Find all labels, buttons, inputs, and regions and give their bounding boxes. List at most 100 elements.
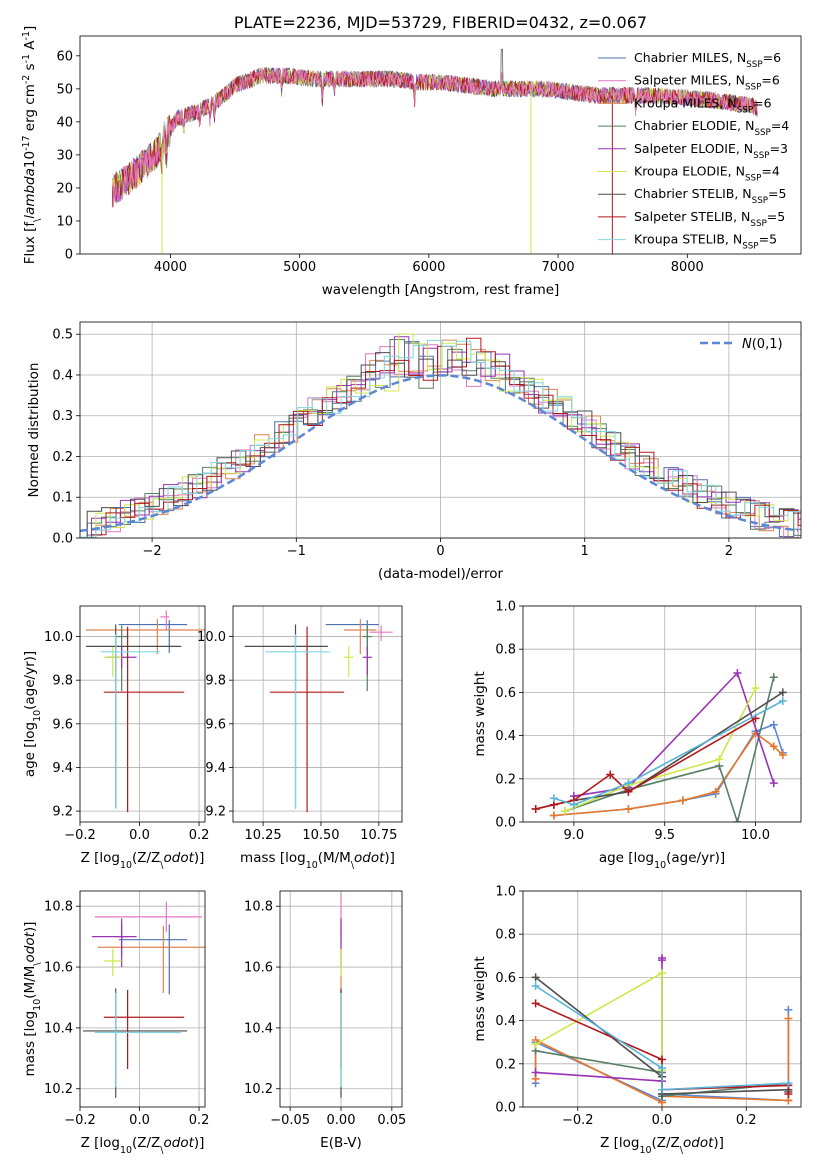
y-tick-label: 0.4: [495, 1014, 516, 1029]
plot-frame: [279, 890, 403, 1108]
histograms: [80, 333, 801, 538]
chart-weight-vs-age: 9.0 9.5 10.0 0.0 0.2 0.4 0.6 0.8 1.0 age [log10(a…: [472, 600, 802, 871]
weight-marker: [658, 956, 666, 965]
legend-label: Kroupa MILES, NSSP=6: [634, 95, 772, 115]
x-tick-label: 10.25: [244, 828, 281, 843]
x-tick-label: −0.2: [562, 1113, 594, 1128]
weight-marker: [778, 697, 787, 706]
y-tick-label: 10.8: [244, 900, 273, 915]
weight-marker: [531, 999, 540, 1008]
y-tick-label: 0.3: [52, 409, 73, 424]
x-tick-label: 4000: [154, 260, 187, 275]
plot-frame: [79, 890, 206, 1108]
x-tick-label: 5000: [283, 260, 316, 275]
spectrum-lines: [111, 48, 758, 254]
chart-age-vs-Z: −0.2 0.0 0.2 9.2 9.4 9.6 9.8 10.0 Z [log10(Z/Z\o…: [22, 605, 209, 871]
weight-marker: [624, 779, 633, 788]
weight-lines: [531, 953, 793, 1107]
y-tick-label: 30: [56, 148, 73, 163]
y-tick-label: 9.8: [52, 674, 73, 689]
weight-marker: [624, 805, 633, 814]
axes: −0.2 0.0 0.2 10.2 10.4 10.6 10.8 Z [log10(Z/Z\o…: [22, 900, 209, 1156]
weight-marker: [569, 800, 578, 809]
weight-marker: [769, 720, 778, 729]
x-axis-label: mass [log10(M/M\odot)]: [240, 850, 395, 871]
weight-marker: [711, 787, 720, 796]
weight-line: [564, 687, 757, 812]
weight-line: [553, 700, 784, 806]
x-tick-label: 1: [581, 544, 589, 559]
x-axis-label: Z [log10(Z/Z\odot)]: [600, 1135, 724, 1156]
y-tick-label: 0: [65, 248, 73, 263]
y-tick-label: 9.8: [205, 674, 226, 689]
chart-weight-vs-Z: −0.2 0.0 0.2 0.0 0.2 0.4 0.6 0.8 1.0 Z [log10(Z/Z…: [472, 885, 802, 1156]
axes: −0.2 0.0 0.2 0.0 0.2 0.4 0.6 0.8 1.0 Z [log10(Z/Z…: [472, 885, 757, 1156]
histogram-kroupa-stelib: [81, 339, 801, 538]
plot-frame: [79, 605, 206, 823]
y-tick-label: 9.6: [52, 717, 73, 732]
y-tick-label: 0.2: [495, 1057, 516, 1072]
weight-line: [564, 677, 775, 822]
y-axis-label: mass weight: [472, 956, 488, 1041]
y-tick-label: 0.2: [52, 450, 73, 465]
plot-frame: [232, 605, 403, 823]
x-tick-label: 8000: [671, 260, 704, 275]
y-tick-label: 0.8: [495, 928, 516, 943]
x-tick-label: 2: [725, 544, 733, 559]
legend-label: Salpeter MILES, NSSP=6: [634, 73, 780, 93]
grid-lines: [233, 606, 402, 822]
x-tick-label: 0.2: [189, 1113, 210, 1128]
weight-line: [573, 672, 775, 797]
y-tick-label: 60: [56, 49, 73, 64]
legend-label: Salpeter ELODIE, NSSP=3: [634, 141, 788, 161]
weight-marker: [658, 969, 666, 978]
spectrum-series-salpeter-miles: [111, 67, 758, 208]
y-tick-label: 50: [56, 82, 73, 97]
weight-marker: [784, 1005, 793, 1014]
x-axis-label: Z [log10(Z/Z\odot)]: [81, 1135, 205, 1156]
y-tick-label: 0.0: [495, 816, 516, 831]
y-axis-label: age [log10(age/yr)]: [22, 651, 43, 777]
x-tick-label: −2: [143, 544, 162, 559]
axes: −2 −1 0 1 2 0.0 0.1 0.2 0.3 0.4 0.5 (data-model)/er…: [26, 328, 733, 582]
chart-title: PLATE=2236, MJD=53729, FIBERID=0432, z=0…: [234, 13, 647, 32]
axes: −0.05 0.00 0.05 10.2 10.4 10.6 10.8 E(B-V): [244, 900, 406, 1151]
x-tick-label: 10.50: [302, 828, 339, 843]
y-tick-label: 0.6: [495, 686, 516, 701]
y-tick-label: 0.8: [495, 643, 516, 658]
y-tick-label: 0.0: [495, 1101, 516, 1116]
axes: −0.2 0.0 0.2 9.2 9.4 9.6 9.8 10.0 Z [log10(Z/Z\o…: [22, 630, 209, 870]
x-tick-label: 10.0: [741, 828, 770, 843]
x-tick-label: 9.0: [564, 828, 585, 843]
x-tick-label: 0.2: [189, 828, 210, 843]
weight-marker: [549, 794, 558, 803]
y-axis-label: mass weight: [472, 671, 488, 756]
legend-label: N(0,1): [742, 337, 783, 352]
legend-label: Chabrier STELIB, NSSP=5: [634, 186, 786, 206]
weight-marker: [531, 973, 540, 982]
y-tick-label: 10: [56, 214, 73, 229]
weight-marker: [531, 805, 540, 814]
weight-marker: [784, 1014, 793, 1023]
weight-lines: [531, 668, 787, 822]
x-tick-label: 0.00: [327, 1113, 356, 1128]
y-tick-label: 10.0: [44, 630, 73, 645]
weight-marker: [531, 1068, 540, 1077]
weight-marker: [733, 668, 742, 677]
x-tick-label: 9.5: [654, 828, 675, 843]
axes: 9.0 9.5 10.0 0.0 0.2 0.4 0.6 0.8 1.0 age [log10(a…: [472, 600, 770, 871]
histogram-kroupa-elodie: [81, 333, 801, 538]
weight-marker: [769, 742, 778, 751]
error-bars: [82, 901, 205, 1098]
y-tick-label: 0.4: [52, 368, 73, 383]
weight-marker: [778, 751, 787, 760]
legend-label: Chabrier ELODIE, NSSP=4: [634, 118, 789, 138]
y-tick-label: 10.4: [244, 1021, 273, 1036]
y-tick-label: 9.2: [205, 805, 226, 820]
x-axis-label: wavelength [Angstrom, rest frame]: [322, 282, 560, 298]
legend-label: Kroupa ELODIE, NSSP=4: [634, 164, 780, 184]
axes: 4000 5000 6000 7000 8000 0 10 20 30 40 50 60 wavelen…: [21, 26, 704, 298]
legend-label: Salpeter STELIB, NSSP=5: [634, 209, 785, 229]
x-tick-label: 0.2: [736, 1113, 757, 1128]
weight-marker: [549, 811, 558, 820]
